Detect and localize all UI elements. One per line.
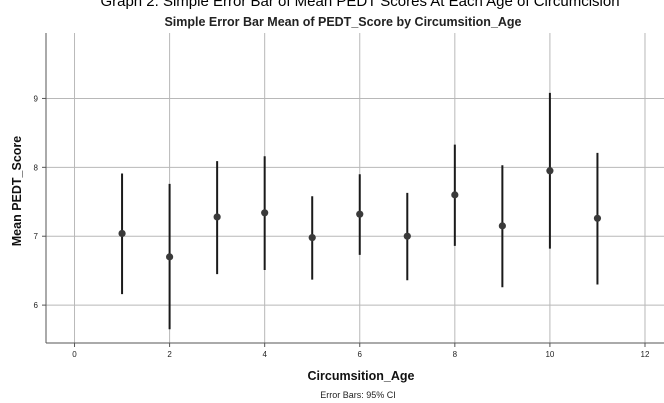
mean-point [593,214,602,222]
error-bar-group [118,173,126,295]
error-bar-group [356,174,364,255]
y-tick-labels: 6 7 8 9 [34,94,46,310]
y-tick-label: 9 [34,94,39,103]
x-tick-label: 8 [453,350,458,359]
mean-point [356,210,364,218]
error-bar-group [213,161,221,275]
x-tick-label: 2 [167,350,172,359]
x-tick-label: 10 [545,350,554,359]
mean-point [261,209,269,217]
error-bar-group [261,156,269,270]
x-tick-label: 0 [72,350,77,359]
error-bar-group [593,152,602,285]
mean-point [498,222,506,230]
error-bar-group [546,92,554,249]
y-tick-label: 6 [34,301,39,310]
x-axis-label: Circumsition_Age [308,369,415,383]
error-bar-group [451,144,459,246]
error-bars [118,92,602,330]
error-bar-footnote: Error Bars: 95% CI [320,390,396,400]
mean-point [546,167,554,175]
mean-point [213,213,221,221]
chart-title: Simple Error Bar Mean of PEDT_Score by C… [164,15,521,29]
mean-point [118,229,126,238]
mean-point [166,253,174,261]
gridlines [46,33,664,343]
axes [45,33,664,344]
y-tick-label: 8 [34,163,39,172]
x-tick-label: 6 [358,350,363,359]
y-axis-label: Mean PEDT_Score [10,136,24,247]
mean-point [403,232,411,240]
y-tick-label: 7 [34,232,39,241]
x-tick-label: 12 [641,350,650,359]
x-tick-label: 4 [262,350,267,359]
error-bar-group [166,183,174,330]
mean-point [308,234,316,242]
error-bar-group [498,165,506,288]
error-bar-group [308,196,316,280]
error-bar-group [403,192,411,281]
page-heading: Graph 2. Simple Error Bar of Mean PEDT S… [100,0,619,10]
x-tick-labels: 0 2 4 6 8 10 12 [72,343,650,359]
mean-point [451,191,459,199]
